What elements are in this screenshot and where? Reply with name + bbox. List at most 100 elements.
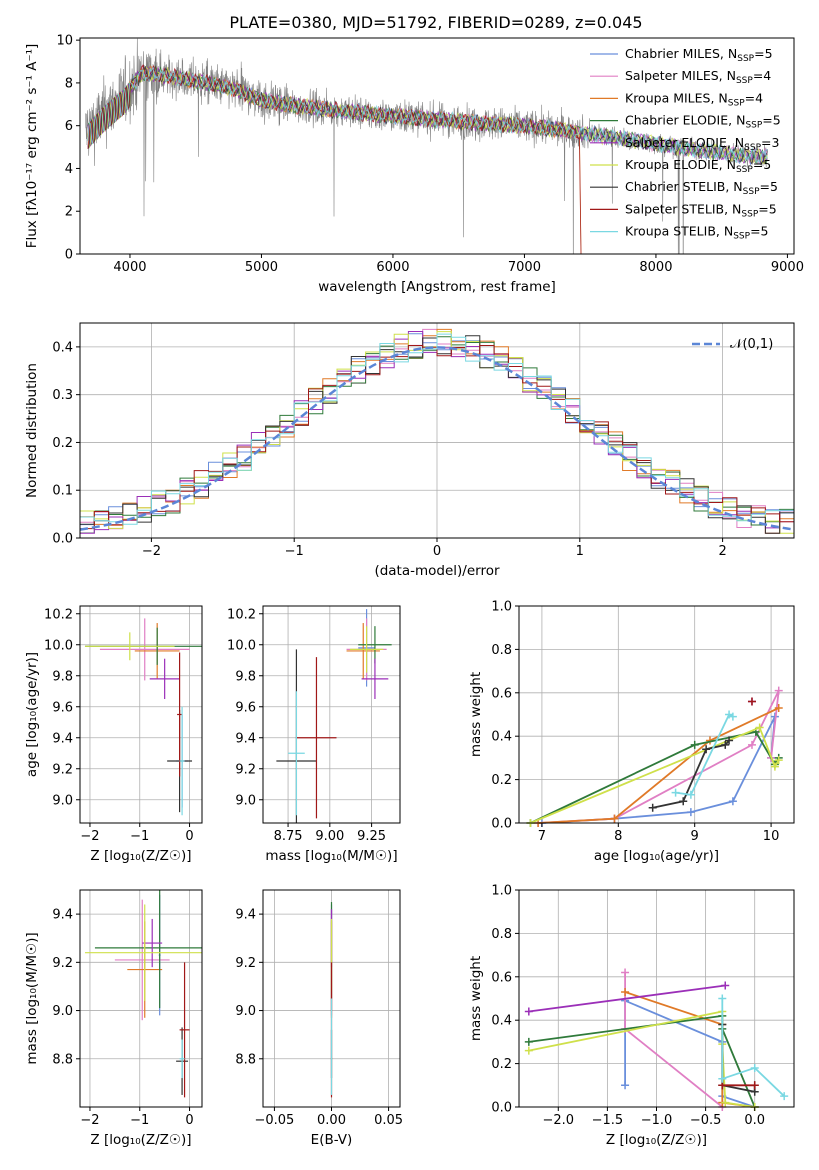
- legend-subscript: SSP: [736, 76, 753, 86]
- legend-subscript: SSP: [728, 98, 745, 108]
- x-tick-label: 0.00: [317, 1113, 346, 1128]
- legend-subscript: SSP: [743, 187, 760, 197]
- mass-weight-marker: [686, 790, 695, 799]
- y-tick-label: 10.2: [44, 607, 73, 622]
- y-tick-label: 0.2: [491, 1057, 512, 1072]
- legend-nssp-value: =3: [761, 135, 779, 150]
- y-tick-label: 0.0: [52, 532, 73, 547]
- mass-weight-marker: [610, 814, 619, 823]
- legend-subscript: SSP: [737, 54, 754, 64]
- y-tick-label: 9.0: [52, 1004, 73, 1019]
- y-tick-label: 0.4: [491, 730, 512, 745]
- x-tick-label: −2: [80, 1113, 99, 1128]
- x-tick-label: 7: [538, 829, 546, 844]
- mass-weight-marker: [750, 1063, 759, 1072]
- y-tick-label: 2: [65, 205, 73, 220]
- mass-weight-marker: [770, 762, 779, 771]
- y-tick-label: 0.0: [491, 1101, 512, 1116]
- axes-frame: [518, 605, 795, 824]
- legend-nssp-value: =5: [762, 113, 780, 128]
- x-tick-label: −2: [80, 829, 99, 844]
- mass-weight-marker: [524, 1007, 533, 1016]
- legend-subscript: SSP: [745, 121, 762, 131]
- x-axis-label: mass [log₁₀(M/M☉)]: [265, 848, 397, 864]
- histogram-step-9: [80, 333, 794, 534]
- x-axis-label: Z [log₁₀(Z/Z☉)]: [606, 1132, 707, 1148]
- y-axis-label: mass weight: [468, 956, 484, 1041]
- mass-weight-line-9: [721, 998, 785, 1097]
- legend-nssp-value: =4: [745, 90, 763, 105]
- x-tick-label: 1: [576, 544, 584, 559]
- y-tick-label: 10.0: [227, 638, 256, 653]
- legend-model-name: Chabrier ELODIE, N: [625, 113, 745, 128]
- mass-weight-marker: [747, 740, 756, 749]
- y-tick-label: 9.4: [52, 731, 73, 746]
- mass-weight-marker: [774, 703, 783, 712]
- y-axis-label: mass weight: [468, 672, 484, 757]
- residual-histogram-panel: −2 −1 0 1 2 0.0 0.1 0.2 0.3 0.4 (data-model)/error…: [24, 322, 795, 579]
- age-vs-Z-panel: −2 −1 0 9.0 9.2 9.4 9.6 9.8 10.0 10.2 Z [log₁₀(Z/Z…: [24, 605, 203, 864]
- mass-weight-marker: [671, 788, 680, 797]
- legend-entry: Kroupa STELIB, NSSP=5: [625, 224, 769, 242]
- y-tick-label: 0.6: [491, 970, 512, 985]
- y-tick-label: 4: [65, 162, 73, 177]
- x-tick-label: 4000: [113, 260, 146, 275]
- y-tick-label: 9.0: [235, 1004, 256, 1019]
- model-spectrum-line-3: [87, 64, 582, 254]
- legend-nssp-value: =5: [754, 46, 772, 61]
- legend-entry: Chabrier STELIB, NSSP=5: [625, 179, 778, 197]
- mass-weight-marker: [718, 1074, 727, 1083]
- mass-weight-marker: [774, 756, 783, 765]
- axes-frame: [79, 605, 203, 824]
- mass-vs-Z-panel: −2 −1 0 8.8 9.0 9.2 9.4 Z [log₁₀(Z/Z☉)] mass [lo…: [24, 889, 203, 1148]
- y-tick-label: 0.3: [52, 388, 73, 403]
- y-tick-label: 9.6: [235, 700, 256, 715]
- y-tick-label: 10.2: [227, 607, 256, 622]
- y-tick-label: 9.0: [52, 793, 73, 808]
- spectrum-plot-area: [85, 38, 768, 254]
- y-tick-label: 8.8: [235, 1052, 256, 1067]
- legend-model-name: Kroupa MILES, N: [625, 90, 728, 105]
- mass-vs-EBV-panel: −0.05 0.00 0.05 8.8 9.0 9.2 9.4 E(B-V): [235, 889, 403, 1148]
- legend-entry: Kroupa MILES, NSSP=4: [625, 90, 763, 108]
- x-axis-label: (data-model)/error: [374, 563, 500, 579]
- figure-title: PLATE=0380, MJD=51792, FIBERID=0289, z=0…: [229, 13, 642, 32]
- y-tick-label: 9.4: [235, 731, 256, 746]
- x-tick-label: −0.5: [690, 1113, 722, 1128]
- x-tick-label: 8000: [639, 260, 672, 275]
- spectrum-panel: 4000 5000 6000 7000 8000 9000 0 2 4 6 8 10 wavelengt…: [24, 34, 804, 295]
- legend-nssp-value: =5: [750, 224, 768, 239]
- x-tick-label: −2: [142, 544, 161, 559]
- mass-weight-marker: [648, 803, 657, 812]
- massweight-vs-Z-panel: −2.0 −1.5 −1.0 −0.5 0.0 0.0 0.2 0.4 0.6 0.8 1.0 Z […: [468, 884, 795, 1148]
- mass-weight-marker: [524, 1037, 533, 1046]
- y-tick-label: 9.2: [52, 956, 73, 971]
- y-tick-label: 9.8: [235, 669, 256, 684]
- legend-model-name: Kroupa ELODIE, N: [625, 157, 736, 172]
- y-tick-label: 9.2: [52, 762, 73, 777]
- y-tick-label: 0.0: [491, 817, 512, 832]
- legend-subscript: SSP: [736, 165, 753, 175]
- axes-frame: [79, 37, 795, 255]
- x-tick-label: 7000: [508, 260, 541, 275]
- y-tick-label: 1.0: [491, 884, 512, 899]
- mass-weight-marker: [728, 797, 737, 806]
- x-tick-label: −1.5: [592, 1113, 624, 1128]
- y-tick-label: 10: [56, 34, 73, 49]
- legend-subscript: SSP: [744, 143, 761, 153]
- mass-weight-marker: [721, 1098, 730, 1107]
- mass-weight-marker: [718, 994, 727, 1003]
- legend-nssp-value: =5: [753, 157, 771, 172]
- mass-weight-marker: [721, 981, 730, 990]
- massweight-vs-age-panel: 7 8 9 10 0.0 0.2 0.4 0.6 0.8 1.0 age [log₁₀(age/yr…: [468, 600, 795, 864]
- x-tick-label: 0: [185, 1113, 193, 1128]
- y-tick-label: 9.6: [52, 700, 73, 715]
- legend-entry: Salpeter ELODIE, NSSP=3: [625, 135, 779, 153]
- mass-weight-marker: [755, 723, 764, 732]
- x-tick-label: −1: [130, 829, 149, 844]
- y-tick-label: 9.8: [52, 669, 73, 684]
- mass-weight-marker: [621, 968, 630, 977]
- model-spectrum-line-9: [87, 66, 768, 164]
- histogram-plot-area: [80, 328, 794, 534]
